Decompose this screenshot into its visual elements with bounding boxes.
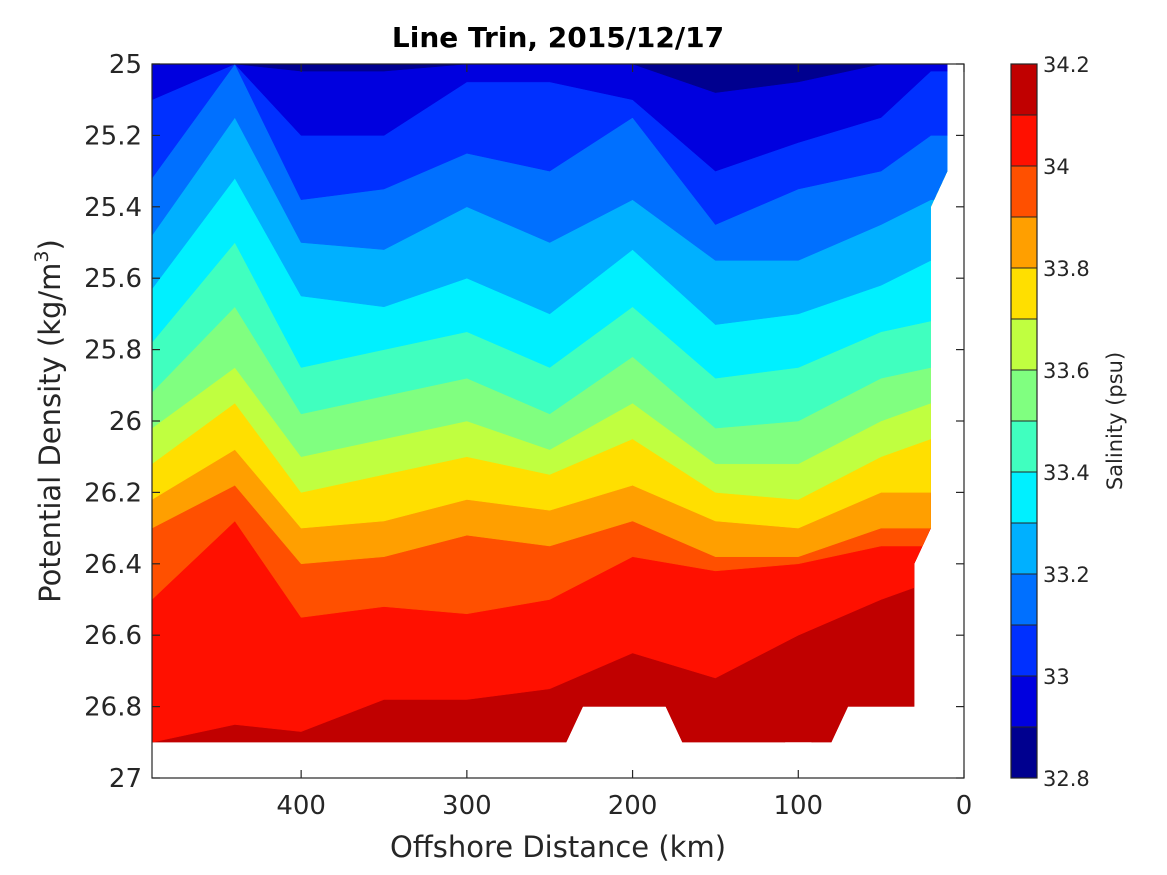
y-axis-label-tail: ) xyxy=(33,239,67,250)
colorbar-segment xyxy=(1011,523,1037,574)
colorbar-segment xyxy=(1011,166,1037,217)
chart-title: Line Trin, 2015/12/17 xyxy=(392,21,724,54)
colorbar-tick-label: 33.6 xyxy=(1043,359,1090,383)
x-tick-label: 200 xyxy=(608,791,658,821)
colorbar-label: Salinity (psu) xyxy=(1103,352,1127,490)
colorbar-segment xyxy=(1011,268,1037,319)
colorbar-segment xyxy=(1011,421,1037,472)
colorbar-tick-label: 33.4 xyxy=(1043,461,1090,485)
y-tick-label: 26.8 xyxy=(84,693,142,723)
x-tick-label: 0 xyxy=(956,791,973,821)
y-tick-label: 25.8 xyxy=(84,336,142,366)
y-tick-label: 26 xyxy=(109,407,142,437)
y-tick-label: 26.4 xyxy=(84,550,142,580)
colorbar-segment xyxy=(1011,727,1037,778)
colorbar-segment xyxy=(1011,472,1037,523)
y-tick-label: 27 xyxy=(109,764,142,794)
x-tick-label: 300 xyxy=(442,791,492,821)
colorbar-segment xyxy=(1011,115,1037,166)
colorbar: 32.8 33 33.2 33.4 33.6 33.8 34 34.2 xyxy=(1010,53,1090,791)
y-tick-label: 26.2 xyxy=(84,478,142,508)
colorbar-segment xyxy=(1011,64,1037,115)
colorbar-segment xyxy=(1011,217,1037,268)
y-tick-label: 25.2 xyxy=(84,121,142,151)
colorbar-tick-label: 33 xyxy=(1043,665,1070,689)
colorbar-segment xyxy=(1011,574,1037,625)
contour-band-33 xyxy=(152,64,948,172)
colorbar-tick-label: 32.8 xyxy=(1043,767,1090,791)
x-axis-label: Offshore Distance (km) xyxy=(390,830,726,864)
colorbar-tick-label: 34 xyxy=(1043,155,1070,179)
y-tick-label: 25.4 xyxy=(84,193,142,223)
colorbar-tick-label: 33.8 xyxy=(1043,257,1090,281)
colorbar-segment xyxy=(1011,319,1037,370)
colorbar-tick-label: 33.2 xyxy=(1043,563,1090,587)
y-tick-label: 25 xyxy=(109,50,142,80)
colorbar-segment xyxy=(1011,676,1037,727)
y-axis: 25 25.2 25.4 25.6 25.8 26 26.2 26.4 26.6 26.8 27 xyxy=(84,50,964,794)
x-tick-label: 100 xyxy=(773,791,823,821)
colorbar-tick-label: 34.2 xyxy=(1043,53,1090,77)
y-tick-label: 25.6 xyxy=(84,264,142,294)
x-axis: 400 300 200 100 0 xyxy=(276,64,972,821)
y-axis-label-superscript: 3 xyxy=(31,250,53,262)
y-axis-label-main: Potential Density (kg/m xyxy=(33,263,67,603)
y-tick-label: 26.6 xyxy=(84,621,142,651)
x-tick-label: 400 xyxy=(276,791,326,821)
y-axis-label: Potential Density (kg/m3) xyxy=(31,239,67,603)
colorbar-segment xyxy=(1011,370,1037,421)
colorbar-segment xyxy=(1011,625,1037,676)
contour-bands xyxy=(152,64,948,743)
